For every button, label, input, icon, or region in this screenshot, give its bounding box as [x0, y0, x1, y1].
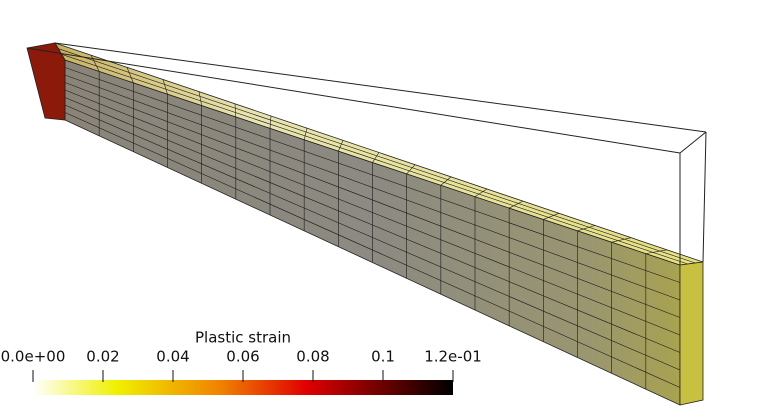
mesh-line — [64, 89, 681, 336]
mesh-line — [577, 225, 596, 232]
tick-label: 0.1 — [371, 348, 395, 366]
mesh-line — [338, 140, 344, 152]
mesh-line — [645, 249, 668, 254]
color-bar — [33, 380, 453, 395]
mesh-line — [303, 128, 308, 140]
mesh — [58, 48, 696, 390]
right-end-face — [679, 261, 704, 406]
mesh-line — [372, 152, 380, 163]
tick-label: 0.04 — [156, 348, 189, 366]
tick-label: 0.02 — [86, 348, 119, 366]
mesh-line — [269, 115, 272, 129]
outline-edge — [54, 42, 707, 133]
mesh-line — [64, 67, 681, 283]
mesh-line — [162, 79, 168, 95]
color-legend: Plastic strain 0.0e+00 0.02 0.04 0.06 0.08 0.… — [1, 329, 482, 395]
undeformed-outline — [26, 42, 707, 265]
mesh-line — [611, 237, 632, 243]
mesh-line — [64, 97, 681, 353]
mesh-line — [64, 112, 681, 388]
color-legend-title: Plastic strain — [195, 329, 291, 347]
tick-label: 0.08 — [296, 348, 329, 366]
tick-label: 0.0e+00 — [1, 348, 66, 366]
mesh-line — [474, 188, 488, 197]
mesh-line — [58, 48, 696, 264]
beam — [26, 42, 704, 406]
mesh-line — [198, 91, 202, 106]
mesh-line — [64, 104, 681, 371]
mesh-line — [90, 55, 100, 72]
mesh-line — [406, 164, 416, 175]
mesh-line — [126, 67, 134, 83]
mesh-line — [509, 200, 524, 209]
left-end-face — [26, 42, 66, 121]
outline-edge — [702, 131, 707, 263]
outline-edge — [26, 47, 681, 154]
mesh-line — [64, 82, 681, 318]
mesh-line — [440, 176, 452, 186]
tick-label: 0.06 — [226, 348, 259, 366]
mesh-line — [64, 74, 681, 301]
tick-label: 1.2e-01 — [424, 348, 482, 366]
mesh-line — [234, 103, 237, 117]
mesh-line — [61, 54, 688, 265]
outline-edge — [679, 131, 707, 154]
mesh-line — [543, 213, 560, 220]
